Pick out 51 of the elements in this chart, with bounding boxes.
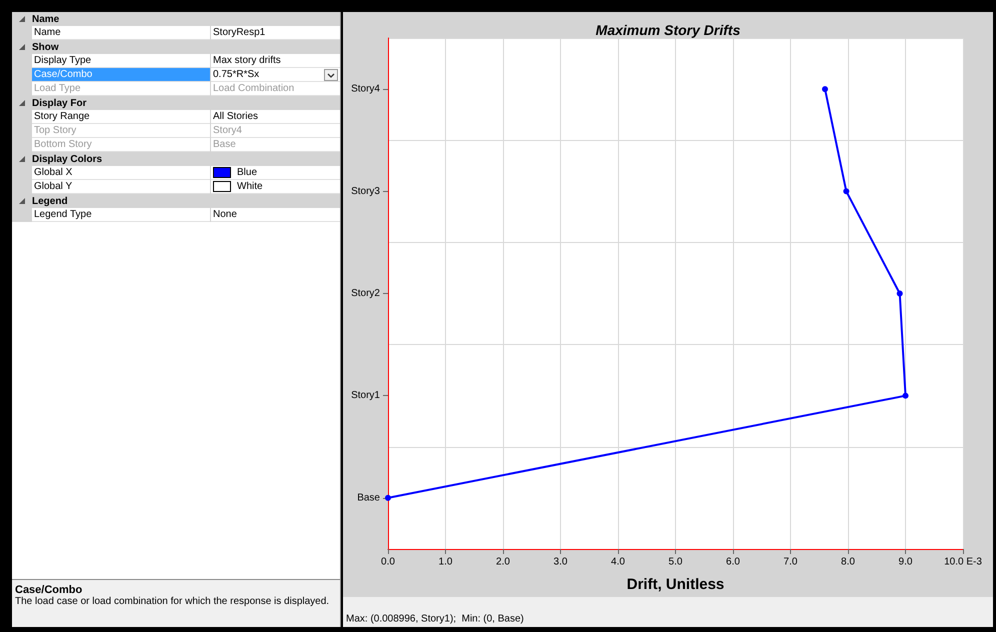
text: Bottom Story <box>32 138 210 152</box>
text: Story Range <box>32 110 210 124</box>
text: Legend Type <box>32 208 210 222</box>
text: Story4 <box>213 124 340 137</box>
text: Display Type <box>32 54 210 68</box>
y-tick-label: Story4 <box>351 84 380 95</box>
text: Max: (0.008996, Story1); Min: (0, Base) <box>346 614 524 624</box>
y-tick-label: Story1 <box>351 390 380 402</box>
x-tick-label: 6.0 <box>726 556 740 568</box>
text: Display For <box>32 98 86 108</box>
text: Base <box>213 138 340 151</box>
text: None <box>213 208 340 221</box>
x-axis-title: Drift, Unitless <box>626 576 724 593</box>
point <box>902 392 908 399</box>
text: Display Colors <box>32 154 102 164</box>
text: Name <box>32 26 210 40</box>
x-tick-label: 1.0 <box>438 556 453 568</box>
text: Load Type <box>32 82 210 96</box>
text: The load case or load combination for which the response is displayed. <box>15 596 330 607</box>
text: White <box>237 180 264 193</box>
y-tick-label: Base <box>357 492 380 504</box>
text: Global X <box>32 166 210 180</box>
text: Case/Combo <box>15 584 84 596</box>
x-tick-label: 4.0 <box>611 556 626 568</box>
text: Legend <box>32 196 68 206</box>
point <box>385 494 391 501</box>
x-tick-label: 5.0 <box>668 556 683 568</box>
point <box>822 86 828 92</box>
y-tick-label: Story2 <box>351 288 380 299</box>
x-tick-label: 8.0 <box>841 556 856 568</box>
x-tick-label: 7.0 <box>784 556 798 568</box>
x-tick-label: 2.0 <box>496 556 510 568</box>
text: Max story drifts <box>213 54 340 67</box>
text: Blue <box>237 166 258 179</box>
text: Global Y <box>32 180 210 194</box>
x-tick-label: 9.0 <box>898 556 913 568</box>
point <box>896 290 903 296</box>
text: Show <box>32 42 59 52</box>
x-tick-label: 3.0 <box>554 556 568 568</box>
chart-title: Maximum Story Drifts <box>596 22 741 38</box>
text: Load Combination <box>213 82 340 95</box>
y-tick-label: Story3 <box>351 186 380 197</box>
text: All Stories <box>213 110 340 123</box>
text: 0.75*R*Sx <box>213 68 260 81</box>
text: Name <box>32 14 60 24</box>
point <box>843 188 850 194</box>
text: StoryResp1 <box>213 26 340 39</box>
text: Top Story <box>32 124 210 138</box>
text: Case/Combo <box>32 68 210 82</box>
x-tick-label: 10.0 E-3 <box>944 556 982 568</box>
x-tick-label: 0.0 <box>381 556 396 568</box>
